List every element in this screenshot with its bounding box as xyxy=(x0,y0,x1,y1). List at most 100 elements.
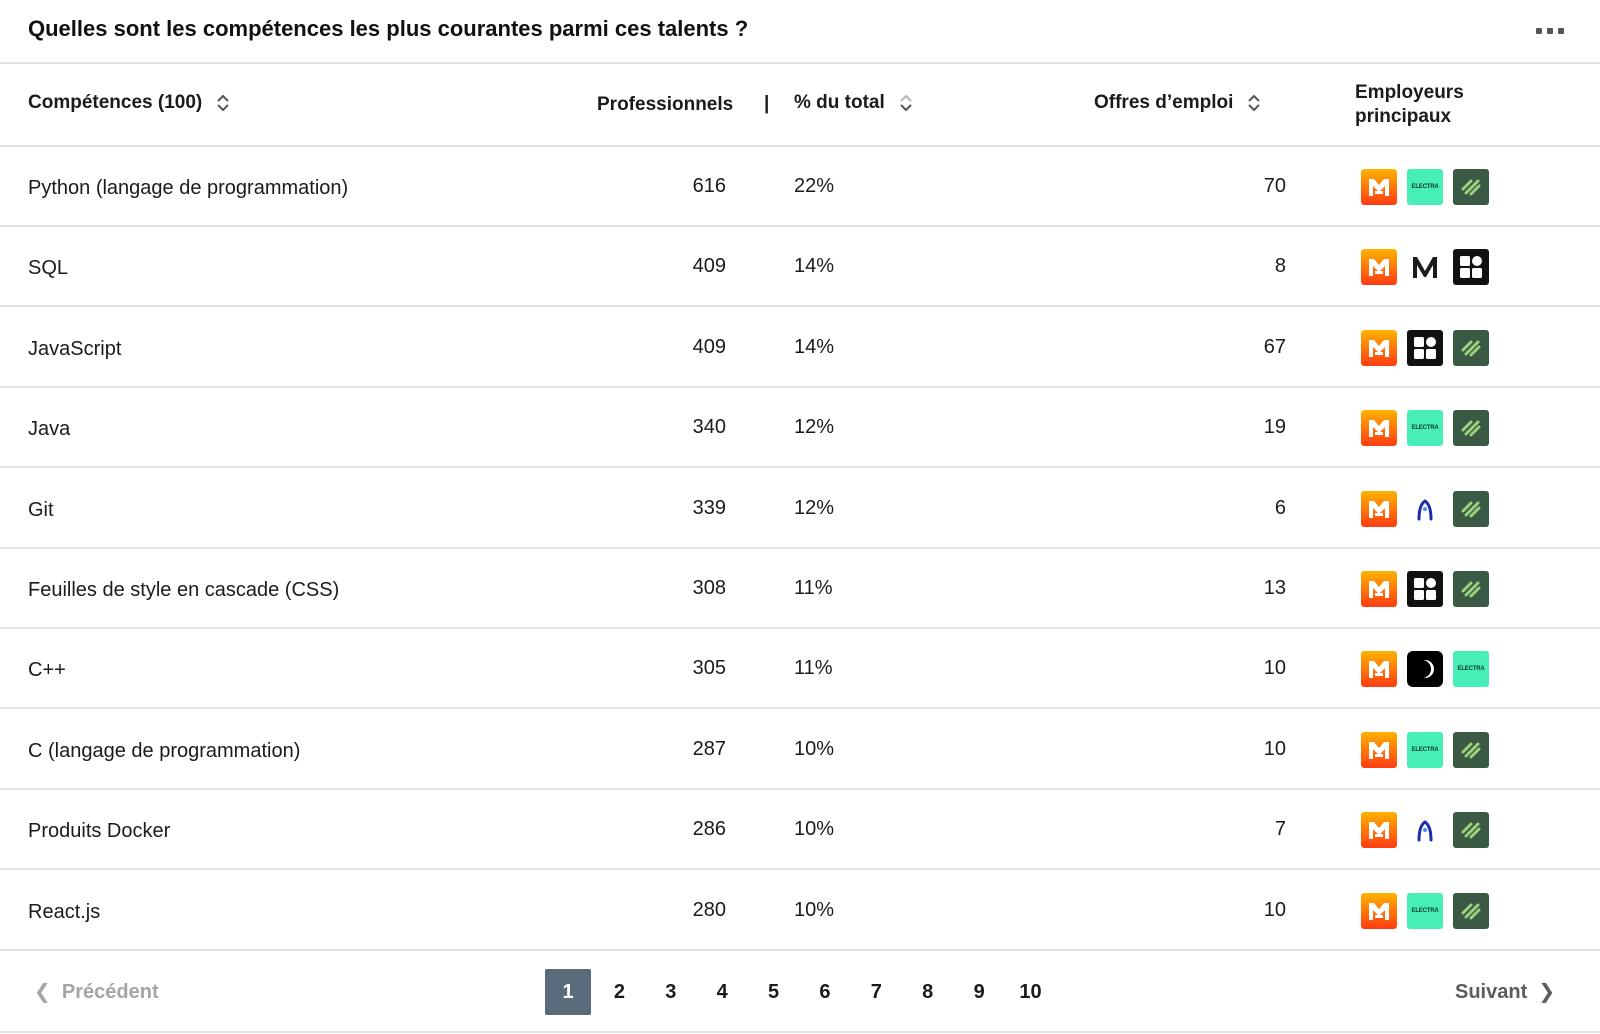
table-header: Compétences (100) Professionnels | % du … xyxy=(0,65,1600,147)
job-offers-count: 10 xyxy=(1263,657,1286,680)
m-logo[interactable] xyxy=(1361,651,1397,688)
skill-name[interactable]: Produits Docker xyxy=(28,820,171,843)
table-row[interactable]: Produits Docker 286 10% 7 xyxy=(0,790,1600,871)
next-page-button[interactable]: Suivant ❯ xyxy=(1455,979,1555,1004)
previous-page-button[interactable]: ❮ Précédent xyxy=(34,979,159,1004)
column-header-skills[interactable]: Compétences (100) xyxy=(28,92,230,114)
page-button-6[interactable]: 6 xyxy=(819,980,831,1003)
column-header-skills-label: Compétences (100) xyxy=(28,92,203,114)
page-button-5[interactable]: 5 xyxy=(768,980,780,1003)
column-header-employers: Employeurs principaux xyxy=(1355,82,1464,127)
job-offers-count: 7 xyxy=(1274,818,1286,841)
page-button-8[interactable]: 8 xyxy=(922,980,934,1003)
page-button-2[interactable]: 2 xyxy=(613,980,625,1003)
professionals-count: 340 xyxy=(692,416,726,439)
column-header-separator: | xyxy=(764,93,770,114)
page-button-1[interactable]: 1 xyxy=(545,969,591,1015)
percent-of-total: 10% xyxy=(794,818,835,841)
page-button-9[interactable]: 9 xyxy=(973,980,985,1003)
professionals-count: 305 xyxy=(692,657,726,680)
table-row[interactable]: Python (langage de programmation) 616 22% 7… xyxy=(0,147,1600,227)
previous-page-label: Précédent xyxy=(61,981,159,1003)
table-row[interactable]: SQL 409 14% 8 xyxy=(0,227,1600,308)
column-header-jobs[interactable]: Offres d’emploi xyxy=(1094,92,1261,114)
more-options-icon[interactable] xyxy=(1536,24,1570,38)
electra-logo[interactable]: ELECTRA xyxy=(1407,410,1443,447)
sort-icon[interactable] xyxy=(1247,92,1261,114)
skill-name[interactable]: React.js xyxy=(28,900,101,923)
page-button-3[interactable]: 3 xyxy=(665,980,677,1003)
m-logo[interactable] xyxy=(1361,892,1397,929)
table-row[interactable]: Feuilles de style en cascade (CSS) 308 11%… xyxy=(0,549,1600,629)
next-page-label: Suivant xyxy=(1455,981,1528,1003)
table-row[interactable]: C (langage de programmation) 287 10% 10 ELEC… xyxy=(0,710,1600,790)
green-stripes-logo[interactable] xyxy=(1453,410,1489,447)
page-list: 1 2 3 4 5 6 7 8 9 10 xyxy=(545,969,1059,1015)
blue-arc-logo[interactable] xyxy=(1407,491,1443,527)
skill-name[interactable]: Git xyxy=(28,498,54,521)
table-row[interactable]: Java 340 12% 19 ELECTRA xyxy=(0,388,1600,469)
skill-name[interactable]: C++ xyxy=(28,659,66,682)
percent-of-total: 12% xyxy=(794,496,835,519)
skill-name[interactable]: SQL xyxy=(28,257,69,280)
table-row[interactable]: Git 339 12% 6 xyxy=(0,469,1600,549)
chevron-left-icon: ❮ xyxy=(34,981,51,1003)
professionals-count: 616 xyxy=(692,175,726,197)
m-letter-logo[interactable] xyxy=(1407,249,1443,285)
green-stripes-logo[interactable] xyxy=(1453,892,1489,929)
percent-of-total: 22% xyxy=(794,175,835,197)
dark-squares-logo[interactable] xyxy=(1407,329,1443,366)
professionals-count: 280 xyxy=(692,898,726,921)
sort-icon[interactable] xyxy=(899,92,913,114)
dark-squares-logo[interactable] xyxy=(1453,249,1489,286)
electra-logo[interactable]: ELECTRA xyxy=(1407,892,1443,929)
job-offers-count: 67 xyxy=(1263,335,1286,358)
green-stripes-logo[interactable] xyxy=(1453,812,1489,849)
professionals-count: 286 xyxy=(692,818,726,841)
green-stripes-logo[interactable] xyxy=(1453,731,1489,768)
skill-name[interactable]: Python (langage de programmation) xyxy=(28,177,349,199)
column-header-percent-label: % du total xyxy=(794,92,885,114)
table-row[interactable]: C++ 305 11% 10 ELECTRA xyxy=(0,629,1600,710)
professionals-count: 308 xyxy=(692,577,726,599)
percent-of-total: 12% xyxy=(794,416,835,439)
electra-logo[interactable]: ELECTRA xyxy=(1453,651,1489,688)
m-logo[interactable] xyxy=(1361,812,1397,849)
page-button-4[interactable]: 4 xyxy=(716,980,728,1003)
m-logo[interactable] xyxy=(1361,731,1397,768)
top-employers-logos: ELECTRA xyxy=(1361,651,1489,688)
section-header: Quelles sont les compétences les plus co… xyxy=(0,0,1600,64)
skill-name[interactable]: Java xyxy=(28,418,71,441)
green-stripes-logo[interactable] xyxy=(1453,169,1489,205)
m-logo[interactable] xyxy=(1361,169,1397,205)
m-logo[interactable] xyxy=(1361,490,1397,527)
percent-of-total: 10% xyxy=(794,737,835,760)
green-stripes-logo[interactable] xyxy=(1453,571,1489,607)
section-title: Quelles sont les compétences les plus co… xyxy=(28,16,749,41)
m-logo[interactable] xyxy=(1361,329,1397,366)
chevron-right-icon: ❯ xyxy=(1538,981,1556,1003)
table-row[interactable]: React.js 280 10% 10 ELECTRA xyxy=(0,871,1600,951)
m-logo[interactable] xyxy=(1361,249,1397,286)
dark-squares-logo[interactable] xyxy=(1407,571,1443,607)
job-offers-count: 6 xyxy=(1274,496,1286,519)
sort-icon[interactable] xyxy=(216,92,230,114)
column-header-percent[interactable]: % du total xyxy=(794,92,913,114)
skill-name[interactable]: C (langage de programmation) xyxy=(28,739,301,762)
professionals-count: 409 xyxy=(692,335,726,358)
top-employers-logos: ELECTRA xyxy=(1361,169,1489,205)
blue-arc-logo[interactable] xyxy=(1407,812,1443,848)
job-offers-count: 13 xyxy=(1263,577,1286,599)
page-button-7[interactable]: 7 xyxy=(870,980,882,1003)
moon-logo[interactable] xyxy=(1407,651,1443,688)
green-stripes-logo[interactable] xyxy=(1453,329,1489,366)
m-logo[interactable] xyxy=(1361,571,1397,607)
m-logo[interactable] xyxy=(1361,410,1397,447)
page-button-10[interactable]: 10 xyxy=(1019,980,1042,1003)
skill-name[interactable]: Feuilles de style en cascade (CSS) xyxy=(28,579,340,601)
table-row[interactable]: JavaScript 409 14% 67 xyxy=(0,308,1600,388)
electra-logo[interactable]: ELECTRA xyxy=(1407,169,1443,205)
electra-logo[interactable]: ELECTRA xyxy=(1407,731,1443,768)
green-stripes-logo[interactable] xyxy=(1453,490,1489,527)
skill-name[interactable]: JavaScript xyxy=(28,337,122,360)
